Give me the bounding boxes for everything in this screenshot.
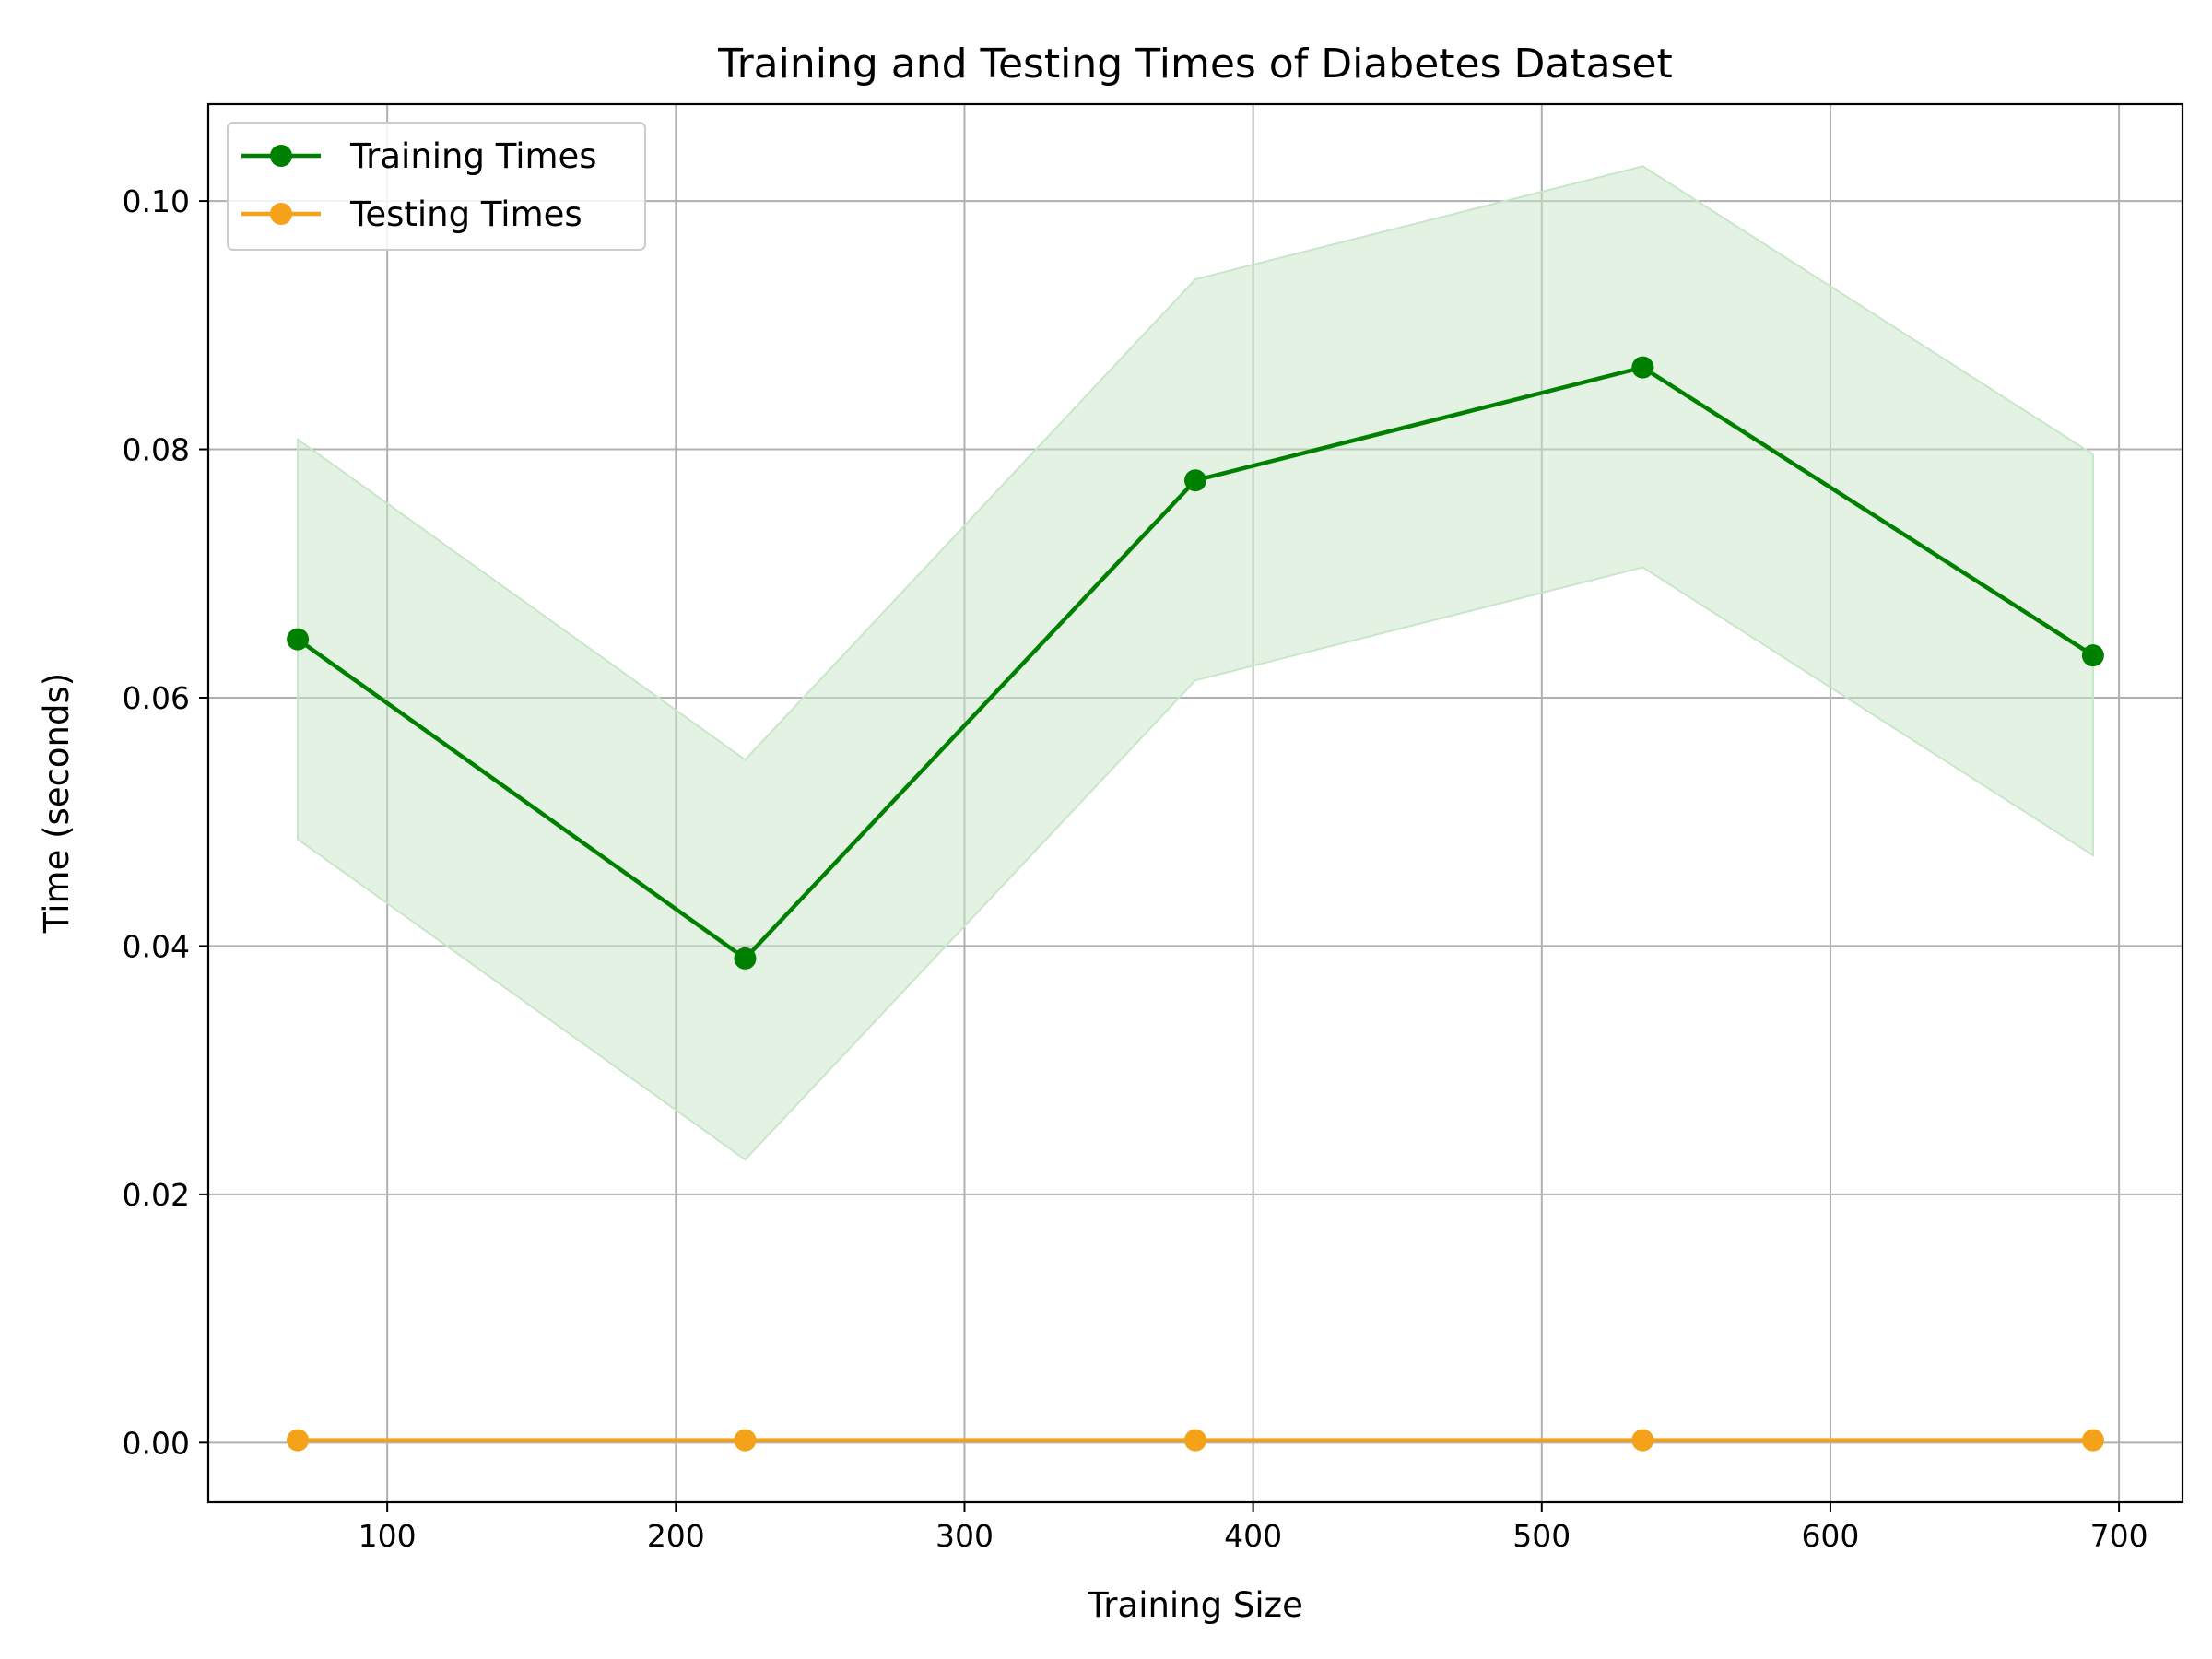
- confidence-bands: [297, 165, 2094, 1161]
- data-point: [2081, 1429, 2104, 1452]
- x-axis-label: Training Size: [1087, 1585, 1303, 1625]
- y-tick-label: 0.00: [123, 1425, 190, 1461]
- x-tick-label: 300: [935, 1518, 994, 1554]
- y-tick-label: 0.10: [123, 183, 190, 219]
- legend-label: Training Times: [349, 136, 597, 176]
- x-tick-label: 500: [1512, 1518, 1571, 1554]
- data-point: [1184, 1429, 1206, 1452]
- data-point: [1631, 1429, 1654, 1452]
- data-point: [1184, 469, 1206, 492]
- data-point: [2081, 644, 2104, 667]
- x-tick-label: 400: [1224, 1518, 1282, 1554]
- legend-box: [227, 122, 646, 251]
- x-tick-label: 600: [1801, 1518, 1859, 1554]
- data-point: [1631, 356, 1654, 379]
- plot-frame: [206, 102, 2184, 1504]
- legend-label: Testing Times: [349, 194, 582, 234]
- x-tick-label: 700: [2090, 1518, 2148, 1554]
- x-tick-label: 200: [647, 1518, 705, 1554]
- data-point: [734, 947, 757, 970]
- y-axis-ticks: 0.00 0.02 0.04 0.06 0.08 0.10: [123, 183, 208, 1461]
- data-point: [734, 1429, 757, 1452]
- legend: Training Times Testing Times: [227, 122, 646, 251]
- chart-title: Training and Testing Times of Diabetes D…: [717, 41, 1673, 88]
- y-axis-label: Time (seconds): [37, 673, 76, 934]
- x-tick-label: 100: [359, 1518, 417, 1554]
- series-markers: [287, 356, 2104, 1452]
- confidence-band: [297, 165, 2094, 1161]
- legend-marker: [270, 145, 292, 167]
- y-tick-label: 0.06: [123, 680, 190, 716]
- y-tick-label: 0.08: [123, 432, 190, 468]
- legend-marker: [270, 203, 292, 225]
- y-tick-label: 0.02: [123, 1177, 190, 1213]
- data-point: [287, 1429, 310, 1452]
- x-axis-ticks: 100 200 300 400 500 600 700: [359, 1502, 2148, 1554]
- data-point: [287, 628, 310, 651]
- y-tick-label: 0.04: [123, 928, 190, 964]
